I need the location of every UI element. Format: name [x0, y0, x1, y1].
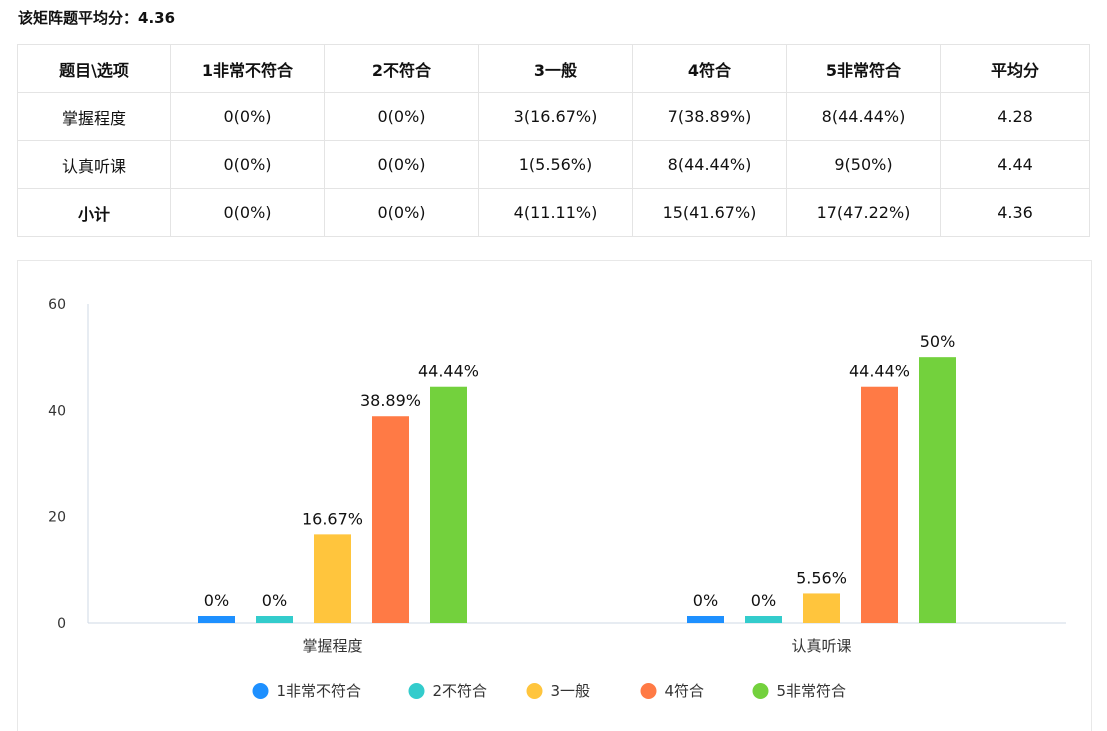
table-cell: 8(44.44%) [632, 140, 787, 189]
x-category-label: 掌握程度 [302, 637, 362, 655]
table-cell: 1(5.56%) [478, 140, 633, 189]
bar [803, 593, 840, 623]
legend-label: 4符合 [665, 682, 705, 700]
y-tick-label: 20 [48, 510, 66, 526]
table-cell-average: 4.28 [940, 92, 1090, 141]
table-cell-average: 4.36 [940, 188, 1090, 237]
header-option-3: 3一般 [478, 44, 633, 93]
table-cell: 0(0%) [170, 140, 325, 189]
legend-label: 5非常符合 [777, 682, 847, 700]
bar [198, 616, 235, 623]
legend-marker [640, 683, 657, 699]
header-question-option: 题目\选项 [17, 44, 171, 93]
x-category-label: 认真听课 [791, 637, 851, 655]
header-option-1: 1非常不符合 [170, 44, 325, 93]
bar [372, 416, 409, 623]
bar-data-label: 0% [693, 591, 718, 610]
table-cell: 8(44.44%) [786, 92, 941, 141]
table-cell: 0(0%) [170, 188, 325, 237]
y-tick-label: 40 [48, 403, 66, 419]
bar [430, 386, 467, 623]
bar [745, 616, 782, 623]
table-cell: 3(16.67%) [478, 92, 633, 141]
header-option-5: 5非常符合 [786, 44, 941, 93]
header-option-2: 2不符合 [324, 44, 479, 93]
legend-marker [752, 683, 769, 699]
legend-marker [408, 683, 425, 699]
row-label: 认真听课 [17, 140, 171, 189]
table-cell: 0(0%) [324, 188, 479, 237]
legend-label: 3一般 [551, 682, 591, 700]
bar-data-label: 16.67% [302, 509, 363, 528]
matrix-average-summary: 该矩阵题平均分：4.36 [18, 9, 176, 27]
bar-data-label: 44.44% [849, 362, 910, 381]
row-label-total: 小计 [17, 188, 171, 237]
bar-data-label: 38.89% [360, 391, 421, 410]
row-label: 掌握程度 [17, 92, 171, 141]
table-cell: 7(38.89%) [632, 92, 787, 141]
legend-label: 1非常不符合 [277, 682, 362, 700]
bar-data-label: 0% [262, 591, 287, 610]
legend-label: 2不符合 [433, 682, 488, 700]
bar-data-label: 5.56% [796, 568, 847, 587]
header-average: 平均分 [940, 44, 1090, 93]
legend-marker [526, 683, 543, 699]
table-cell: 15(41.67%) [632, 188, 787, 237]
legend-marker [252, 683, 269, 699]
table-cell: 0(0%) [170, 92, 325, 141]
bar [314, 534, 351, 623]
bar-data-label: 0% [204, 591, 229, 610]
table-row-total: 小计 0(0%) 0(0%) 4(11.11%) 15(41.67%) 17(4… [17, 188, 1090, 237]
bar-chart-panel: 0 20 40 60 0% 0% 16.67% 38.89% 44.44% 掌握程度 0% 0% 5.5… [17, 260, 1092, 731]
y-tick-label: 0 [57, 616, 66, 632]
bar-chart: 0 20 40 60 0% 0% 16.67% 38.89% 44.44% 掌握程度 0% 0% 5.5… [48, 297, 1066, 700]
header-option-4: 4符合 [632, 44, 787, 93]
bar [919, 357, 956, 623]
y-tick-label: 60 [48, 297, 66, 313]
table-cell: 0(0%) [324, 92, 479, 141]
matrix-result-table: 题目\选项 1非常不符合 2不符合 3一般 4符合 5非常符合 平均分 掌握程度… [17, 44, 1090, 237]
table-cell: 17(47.22%) [786, 188, 941, 237]
table-cell-average: 4.44 [940, 140, 1090, 189]
bar [687, 616, 724, 623]
table-cell: 0(0%) [324, 140, 479, 189]
table-header-row: 题目\选项 1非常不符合 2不符合 3一般 4符合 5非常符合 平均分 [17, 44, 1090, 93]
bar [861, 386, 898, 623]
table-row: 掌握程度 0(0%) 0(0%) 3(16.67%) 7(38.89%) 8(4… [17, 92, 1090, 141]
bar-data-label: 50% [920, 332, 956, 351]
table-cell: 9(50%) [786, 140, 941, 189]
bar [256, 616, 293, 623]
table-cell: 4(11.11%) [478, 188, 633, 237]
bar-data-label: 0% [751, 591, 776, 610]
bar-data-label: 44.44% [418, 362, 479, 381]
table-row: 认真听课 0(0%) 0(0%) 1(5.56%) 8(44.44%) 9(50… [17, 140, 1090, 189]
